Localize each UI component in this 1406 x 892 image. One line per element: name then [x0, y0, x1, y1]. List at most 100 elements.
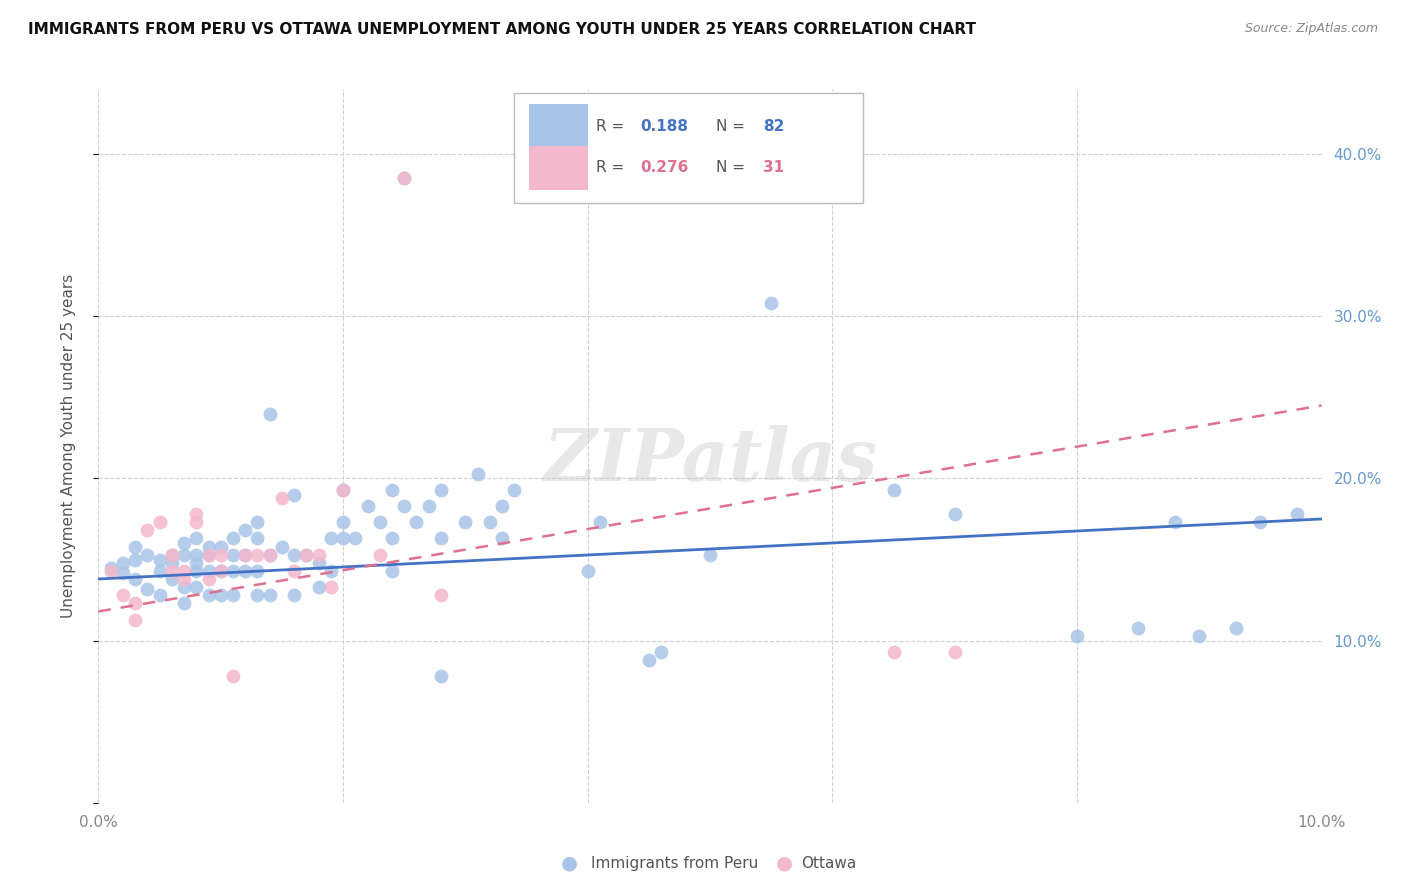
Point [136, 524, 159, 538]
Text: Source: ZipAtlas.com: Source: ZipAtlas.com [1244, 22, 1378, 36]
Point [197, 572, 219, 586]
Point [491, 499, 513, 513]
Point [883, 483, 905, 497]
Text: R =: R = [596, 119, 630, 134]
Point [1286, 507, 1309, 521]
Text: N =: N = [716, 161, 749, 175]
Point [478, 515, 501, 529]
Point [1066, 629, 1088, 643]
Point [160, 556, 183, 570]
Point [111, 556, 134, 570]
Point [111, 566, 134, 580]
Point [259, 407, 281, 421]
Point [222, 532, 245, 546]
Point [503, 483, 526, 497]
Point [259, 588, 281, 602]
Text: ●: ● [561, 854, 578, 873]
FancyBboxPatch shape [529, 145, 588, 190]
Point [589, 515, 612, 529]
Point [259, 548, 281, 562]
Point [173, 564, 195, 578]
Point [186, 507, 208, 521]
Text: N =: N = [716, 119, 749, 134]
Point [1164, 515, 1187, 529]
Point [222, 564, 245, 578]
Point [943, 645, 966, 659]
Point [259, 548, 281, 562]
Point [173, 572, 195, 586]
Point [160, 548, 183, 562]
Point [430, 588, 453, 602]
Point [576, 564, 599, 578]
Point [392, 171, 416, 186]
Point [283, 564, 305, 578]
Point [233, 564, 256, 578]
Point [186, 564, 208, 578]
Point [308, 548, 330, 562]
Point [209, 540, 232, 554]
Point [943, 507, 966, 521]
Point [124, 540, 146, 554]
Point [186, 556, 208, 570]
Point [209, 548, 232, 562]
Point [368, 548, 391, 562]
Point [197, 548, 219, 562]
Point [246, 548, 269, 562]
Point [319, 580, 342, 594]
Point [209, 588, 232, 602]
Point [392, 499, 416, 513]
Point [295, 548, 318, 562]
Text: ●: ● [776, 854, 793, 873]
Point [270, 491, 292, 505]
Point [637, 653, 661, 667]
Point [246, 564, 269, 578]
Text: Ottawa: Ottawa [801, 856, 856, 871]
Point [173, 596, 195, 610]
Point [149, 564, 172, 578]
Point [124, 552, 146, 566]
Point [430, 669, 453, 683]
Text: Immigrants from Peru: Immigrants from Peru [591, 856, 758, 871]
Point [418, 499, 440, 513]
Point [149, 588, 172, 602]
Point [222, 669, 245, 683]
Point [209, 564, 232, 578]
Point [332, 483, 354, 497]
Point [1188, 629, 1211, 643]
Point [197, 540, 219, 554]
Point [186, 548, 208, 562]
Point [173, 580, 195, 594]
Point [319, 564, 342, 578]
Point [308, 556, 330, 570]
Point [381, 483, 404, 497]
Point [160, 548, 183, 562]
Point [332, 515, 354, 529]
Point [160, 572, 183, 586]
Y-axis label: Unemployment Among Youth under 25 years: Unemployment Among Youth under 25 years [60, 274, 76, 618]
Point [186, 515, 208, 529]
FancyBboxPatch shape [529, 104, 588, 148]
Point [381, 564, 404, 578]
Point [1128, 621, 1150, 635]
Point [246, 588, 269, 602]
Point [270, 540, 292, 554]
Text: 0.276: 0.276 [640, 161, 689, 175]
Point [405, 515, 427, 529]
Point [883, 645, 905, 659]
Point [246, 515, 269, 529]
Point [356, 499, 378, 513]
Point [650, 645, 672, 659]
Point [233, 548, 256, 562]
Point [759, 296, 782, 310]
Point [699, 548, 721, 562]
Point [149, 515, 172, 529]
Point [381, 532, 404, 546]
Point [100, 564, 122, 578]
Point [222, 588, 245, 602]
Point [173, 548, 195, 562]
Point [368, 515, 391, 529]
Point [173, 536, 195, 550]
Point [136, 582, 159, 596]
Point [124, 596, 146, 610]
Point [197, 548, 219, 562]
